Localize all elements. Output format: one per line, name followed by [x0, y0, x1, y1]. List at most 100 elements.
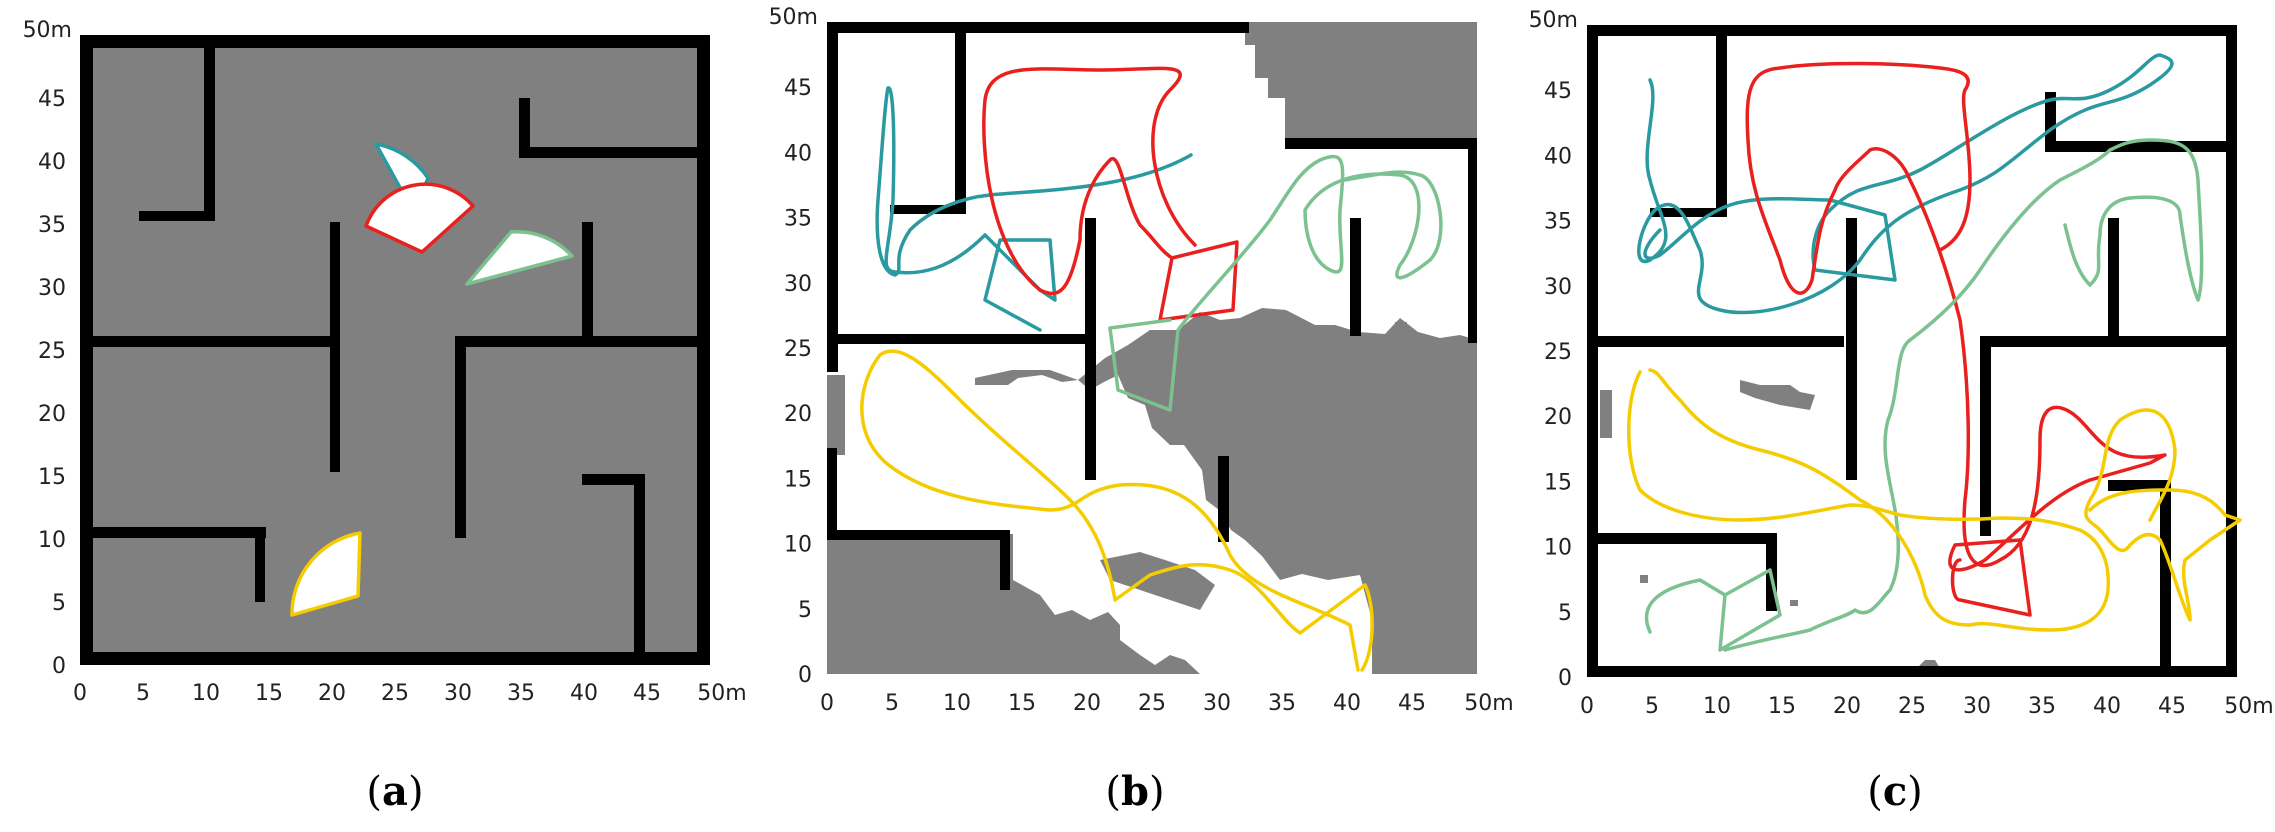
unexplored-region	[1100, 552, 1215, 610]
map-a	[80, 35, 710, 665]
y-tick-label: 5	[1558, 601, 1572, 626]
wall	[1218, 456, 1229, 542]
y-tick-label: 30	[38, 276, 66, 301]
wall	[1587, 533, 1777, 544]
panel-caption: (b)	[1105, 768, 1164, 815]
wall	[2045, 141, 2235, 152]
wall	[1468, 138, 1477, 343]
wall	[1587, 336, 1844, 347]
green-robot-trajectory	[1108, 154, 1443, 412]
robot-trajectories-b	[860, 66, 1443, 672]
map-c	[1587, 25, 2242, 677]
y-tick-label: 45	[784, 76, 812, 101]
x-tick-label: 40	[2093, 694, 2121, 719]
y-tick-label: 20	[1544, 405, 1572, 430]
y-tick-label: 0	[798, 663, 812, 688]
x-axis-b: 0 5 10 15 20 25 30 35 40 45 50m	[820, 691, 1514, 716]
x-tick-label: 40	[570, 681, 598, 706]
wall	[955, 28, 966, 213]
walls-c	[1587, 25, 2237, 677]
x-axis-c: 0 5 10 15 20 25 30 35 40 45 50m	[1580, 694, 2274, 719]
y-tick-label: 30	[1544, 275, 1572, 300]
wall	[2108, 218, 2119, 340]
unexplored-region	[1600, 390, 1612, 438]
yellow-robot-trajectory	[1627, 368, 2242, 632]
wall	[204, 35, 215, 220]
y-tick-label: 15	[784, 467, 812, 492]
x-tick-label: 15	[1008, 691, 1036, 716]
yellow-robot-trajectory	[860, 349, 1374, 672]
green-robot-fov	[465, 230, 574, 286]
y-tick-label: 25	[1544, 340, 1572, 365]
x-tick-label: 20	[1833, 694, 1861, 719]
wall	[890, 205, 966, 214]
unexplored-region	[827, 534, 1200, 674]
red-robot-trajectory	[982, 66, 1239, 322]
outer-wall-top	[80, 35, 710, 48]
x-tick-label: 5	[1645, 694, 1659, 719]
teal-robot-trajectory	[875, 86, 1193, 332]
map-b	[827, 22, 1477, 674]
y-axis-end-label: 50m	[23, 18, 72, 43]
unexplored-region	[1245, 22, 1477, 138]
unexplored-region	[1790, 600, 1798, 606]
y-tick-label: 5	[52, 591, 66, 616]
wall	[1980, 336, 1991, 536]
outer-wall-left	[80, 35, 93, 665]
x-tick-label: 20	[318, 681, 346, 706]
x-tick-label: 45	[1398, 691, 1426, 716]
y-tick-label: 10	[784, 533, 812, 558]
y-tick-label: 25	[38, 339, 66, 364]
x-tick-label: 15	[255, 681, 283, 706]
wall	[519, 98, 530, 158]
y-tick-label: 35	[784, 207, 812, 232]
y-tick-label: 45	[38, 87, 66, 112]
y-tick-label: 10	[38, 528, 66, 553]
green-robot-trajectory	[1644, 138, 2204, 652]
x-tick-label: 10	[1703, 694, 1731, 719]
wall	[1846, 218, 1857, 480]
x-tick-label: 20	[1073, 691, 1101, 716]
panel-caption: (c)	[1867, 768, 1923, 815]
robot-trajectories-c	[1627, 53, 2242, 652]
y-tick-label: 25	[784, 337, 812, 362]
wall	[1085, 218, 1096, 480]
x-tick-label: 5	[136, 681, 150, 706]
y-axis-b: 0 5 10 15 20 25 30 35 40 45 50m	[769, 5, 818, 688]
y-axis-end-label: 50m	[769, 5, 818, 30]
wall	[827, 22, 838, 372]
wall	[634, 474, 645, 664]
wall	[2045, 92, 2056, 152]
unexplored-region	[1395, 322, 1407, 340]
wall	[827, 448, 837, 530]
y-tick-label: 35	[1544, 210, 1572, 235]
wall	[2108, 480, 2170, 491]
wall	[455, 336, 466, 538]
wall	[582, 222, 593, 344]
outer-wall-bottom	[80, 652, 710, 665]
x-tick-label: 45	[633, 681, 661, 706]
panel-a: 0 5 10 15 20 25 30 35 40 45 50m 0 5 10 15 20 25 30 35 40 45…	[23, 18, 747, 815]
outer-wall-top	[1587, 25, 2237, 36]
outer-wall-right	[2226, 25, 2237, 677]
x-tick-label: 30	[444, 681, 472, 706]
outer-wall-bottom	[1587, 666, 2237, 677]
free-space-background	[1587, 25, 2237, 677]
x-tick-label: 30	[1203, 691, 1231, 716]
x-axis-a: 0 5 10 15 20 25 30 35 40 45 50m	[73, 681, 747, 706]
x-tick-label: 35	[2028, 694, 2056, 719]
unexplored-region	[1740, 380, 1815, 410]
wall	[1650, 208, 1727, 217]
x-axis-end-label: 50m	[2224, 694, 2273, 719]
occupancy-background	[80, 35, 710, 665]
y-tick-label: 20	[38, 402, 66, 427]
x-tick-label: 35	[1268, 691, 1296, 716]
x-tick-label: 30	[1963, 694, 1991, 719]
x-axis-end-label: 50m	[1464, 691, 1513, 716]
wall	[1716, 30, 1727, 216]
wall	[2160, 480, 2171, 675]
y-tick-label: 45	[1544, 79, 1572, 104]
x-tick-label: 25	[1898, 694, 1926, 719]
teal-robot-trajectory	[1637, 53, 2174, 315]
